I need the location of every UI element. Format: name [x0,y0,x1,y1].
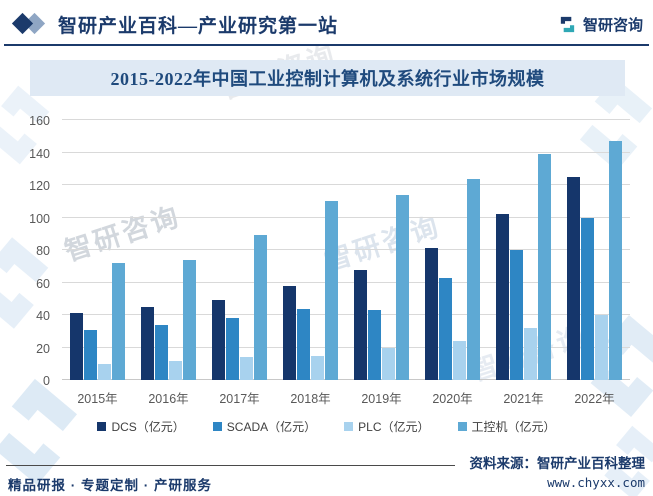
y-tick-label: 160 [29,114,50,128]
y-tick-label: 40 [36,309,50,323]
brand-diamond-icon [11,12,48,36]
x-axis-label: 2018年 [290,392,331,406]
y-axis: 0 20 40 60 80 100 120 140 160 [0,114,56,388]
y-tick-label: 20 [36,341,50,356]
legend-label: 工控机（亿元） [471,420,556,434]
y-tick-label: 140 [29,146,50,161]
bar [467,178,480,380]
bar [98,363,111,380]
chart-title-band: 2015-2022年中国工业控制计算机及系统行业市场规模 [30,60,625,96]
bar [297,308,310,380]
bar [396,194,409,380]
legend-item: 工控机（亿元） [457,418,556,435]
bar-group [275,120,346,380]
brand-title: 智研产业百科—产业研究第一站 [58,15,339,37]
bar [226,318,239,380]
legend-label: PLC（亿元） [358,420,430,434]
bar-group [62,120,133,380]
x-axis-label: 2017年 [219,392,260,406]
zhiyan-logo-icon [560,16,575,32]
bar [254,235,267,380]
bar-group [346,120,417,380]
bar [425,248,438,380]
y-tick-label: 80 [36,244,50,258]
x-axis-label: 2015年 [77,392,118,406]
bar [354,269,367,380]
legend-item: SCADA（亿元） [212,418,317,435]
bar [439,277,452,380]
bar-group [417,120,488,380]
x-axis-label: 2022年 [574,392,615,406]
footer-divider [6,465,455,466]
gridline [62,281,630,283]
x-axis-label: 2016年 [148,392,189,406]
bar [169,360,182,380]
bar [212,300,225,380]
bar-groups [62,120,630,380]
legend-swatch-icon [97,422,107,431]
gridline [62,119,630,120]
bar [240,357,253,380]
plot-area [62,119,630,380]
footer-website: www.chyxx.com [547,475,645,490]
bar [325,201,338,380]
bar-group [204,120,275,380]
bar [84,329,97,380]
bar [567,176,580,380]
y-tick-label: 100 [29,211,50,226]
legend-label: SCADA（亿元） [226,420,317,434]
bar [141,306,154,380]
bar [524,328,537,380]
bar [581,217,594,380]
x-axis-label: 2019年 [361,392,402,406]
legend-item: DCS（亿元） [97,418,185,435]
bar [311,355,324,380]
gridline [62,346,630,348]
bar [382,347,395,380]
header-divider [4,44,649,46]
chart-title: 2015-2022年中国工业控制计算机及系统行业市场规模 [110,69,545,89]
gridline [62,184,630,185]
bar [112,263,125,380]
corner-logo-text: 智研咨询 [582,16,643,34]
bar [368,310,381,380]
y-tick-label: 60 [36,276,50,291]
legend: DCS（亿元） SCADA（亿元） PLC（亿元） 工控机（亿元） [0,418,653,435]
y-tick-label: 120 [29,179,50,193]
legend-swatch-icon [344,422,354,431]
bar [155,324,168,380]
legend-swatch-icon [212,422,222,431]
legend-swatch-icon [457,422,467,431]
bar-group [559,120,630,380]
bar [453,341,466,380]
gridline [62,249,630,250]
gridline [62,151,630,153]
brand: 智研产业百科—产业研究第一站 [11,11,339,38]
bar [70,313,83,380]
bar [538,154,551,380]
legend-item: PLC（亿元） [344,418,430,435]
bar-group [488,120,559,380]
bar [595,315,608,380]
gridline [62,314,630,315]
corner-logo: 智研咨询 [558,14,643,35]
gridline [62,216,630,218]
x-axis-label: 2021年 [503,392,544,406]
bar [283,285,296,380]
x-axis-labels: 2015年 2016年 2017年 2018年 2019年 2020年 2021年 2022年 [62,388,630,407]
bar [510,250,523,380]
x-axis-label: 2020年 [432,392,473,406]
bar-group [133,120,204,380]
legend-label: DCS（亿元） [111,420,185,434]
footer-services: 精品研报 · 专题定制 · 产研服务 [8,478,212,493]
bar [496,214,509,380]
bar [183,259,196,380]
header: 智研产业百科—产业研究第一站 智研咨询 [11,7,643,41]
bar [609,141,622,380]
footer-source: 资料来源：智研产业百科整理 [469,456,646,471]
y-tick-label: 0 [43,374,50,388]
gridline [62,379,630,380]
